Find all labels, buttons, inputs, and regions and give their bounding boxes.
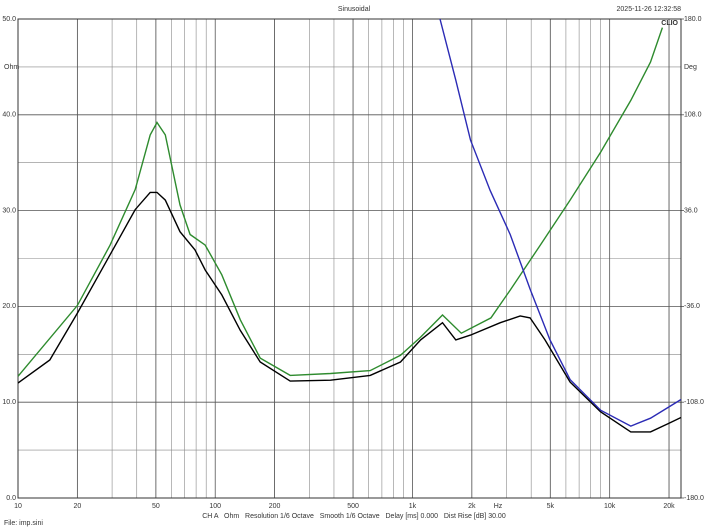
x-tick-label: 2k (468, 503, 476, 510)
impedance-curve (18, 191, 681, 433)
chart-title: Sinusoidal (338, 6, 371, 13)
y2-tick-label: 108.0 (684, 112, 702, 119)
y2-tick-label: 36.0 (684, 207, 698, 214)
y-tick-label: 30.0 (2, 207, 16, 214)
file-name: File: imp.sini (4, 520, 43, 527)
brand: CLIO (661, 20, 678, 27)
x-tick-label: 10k (604, 503, 616, 510)
y-tick-label: 40.0 (2, 112, 16, 119)
x-tick-label: 20k (663, 503, 675, 510)
x-tick-label: 5k (547, 503, 555, 510)
y-tick-label: 20.0 (2, 303, 16, 310)
y-tick-label: 10.0 (2, 399, 16, 406)
x-tick-label: 1k (409, 503, 417, 510)
impedance-curve (439, 19, 681, 427)
y-tick-label: 50.0 (2, 16, 16, 23)
y-axis-label: Ohm (4, 64, 19, 71)
x-tick-label: 50 (152, 503, 160, 510)
y2-tick-label: -108.0 (684, 399, 704, 406)
footer: CH A Ohm Resolution 1/6 Octave Smooth 1/… (202, 513, 506, 520)
x-tick-label: 20 (73, 503, 81, 510)
timestamp: 2025-11-26 12:32:58 (617, 6, 682, 13)
x-tick-label: 500 (347, 503, 359, 510)
plot-frame (17, 18, 682, 499)
x-axis-label: Hz (494, 503, 503, 510)
y2-tick-label: 180.0 (684, 16, 702, 23)
y2-tick-label: -36.0 (684, 303, 700, 310)
x-tick-label: 100 (209, 503, 221, 510)
x-tick-label: 200 (269, 503, 281, 510)
impedance-curve (18, 27, 664, 377)
y2-tick-label: -180.0 (684, 495, 704, 502)
x-tick-label: 10 (14, 503, 22, 510)
y2-axis-label: Deg (684, 64, 697, 71)
y-tick-label: 0.0 (6, 495, 16, 502)
